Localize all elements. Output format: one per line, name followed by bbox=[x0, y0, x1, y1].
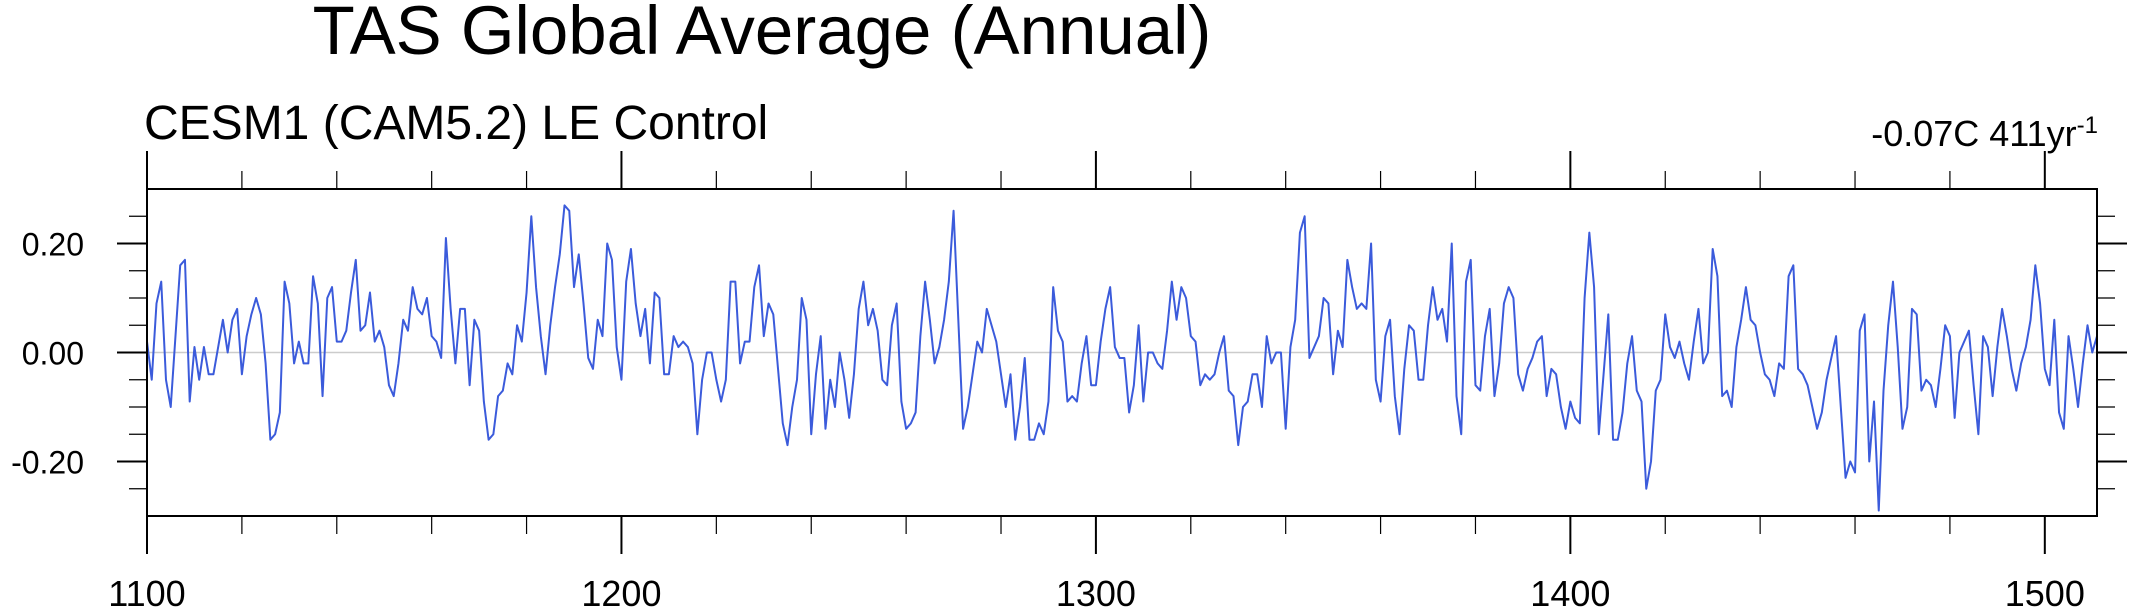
x-tick-label: 1200 bbox=[581, 573, 661, 607]
chart-subtitle-left: CESM1 (CAM5.2) LE Control bbox=[144, 97, 768, 150]
x-tick-label: 1500 bbox=[2005, 573, 2085, 607]
series-group bbox=[146, 204, 2098, 512]
chart-title: TAS Global Average (Annual) bbox=[313, 0, 1212, 69]
plot-frame bbox=[146, 188, 2098, 517]
trend-value-text: -0.07C 411yr bbox=[1871, 113, 2076, 154]
chart-subtitle-right: -0.07C 411yr-1 bbox=[1871, 112, 2098, 155]
y-tick-label: 0.00 bbox=[22, 336, 84, 372]
x-tick-label: 1300 bbox=[1056, 573, 1136, 607]
y-tick-label: -0.20 bbox=[11, 445, 84, 481]
series-line-tas-global-average bbox=[146, 204, 2098, 512]
y-tick-label: 0.20 bbox=[22, 227, 84, 263]
trend-unit-superscript: -1 bbox=[2077, 112, 2098, 139]
x-tick-label: 1400 bbox=[1530, 573, 1610, 607]
y-axis-ticks: 0.20 0.00 -0.20 bbox=[11, 215, 2127, 490]
x-axis-ticks: 1100 1200 1300 1400 1500 bbox=[108, 151, 2085, 612]
x-tick-label: 1100 bbox=[108, 573, 185, 607]
